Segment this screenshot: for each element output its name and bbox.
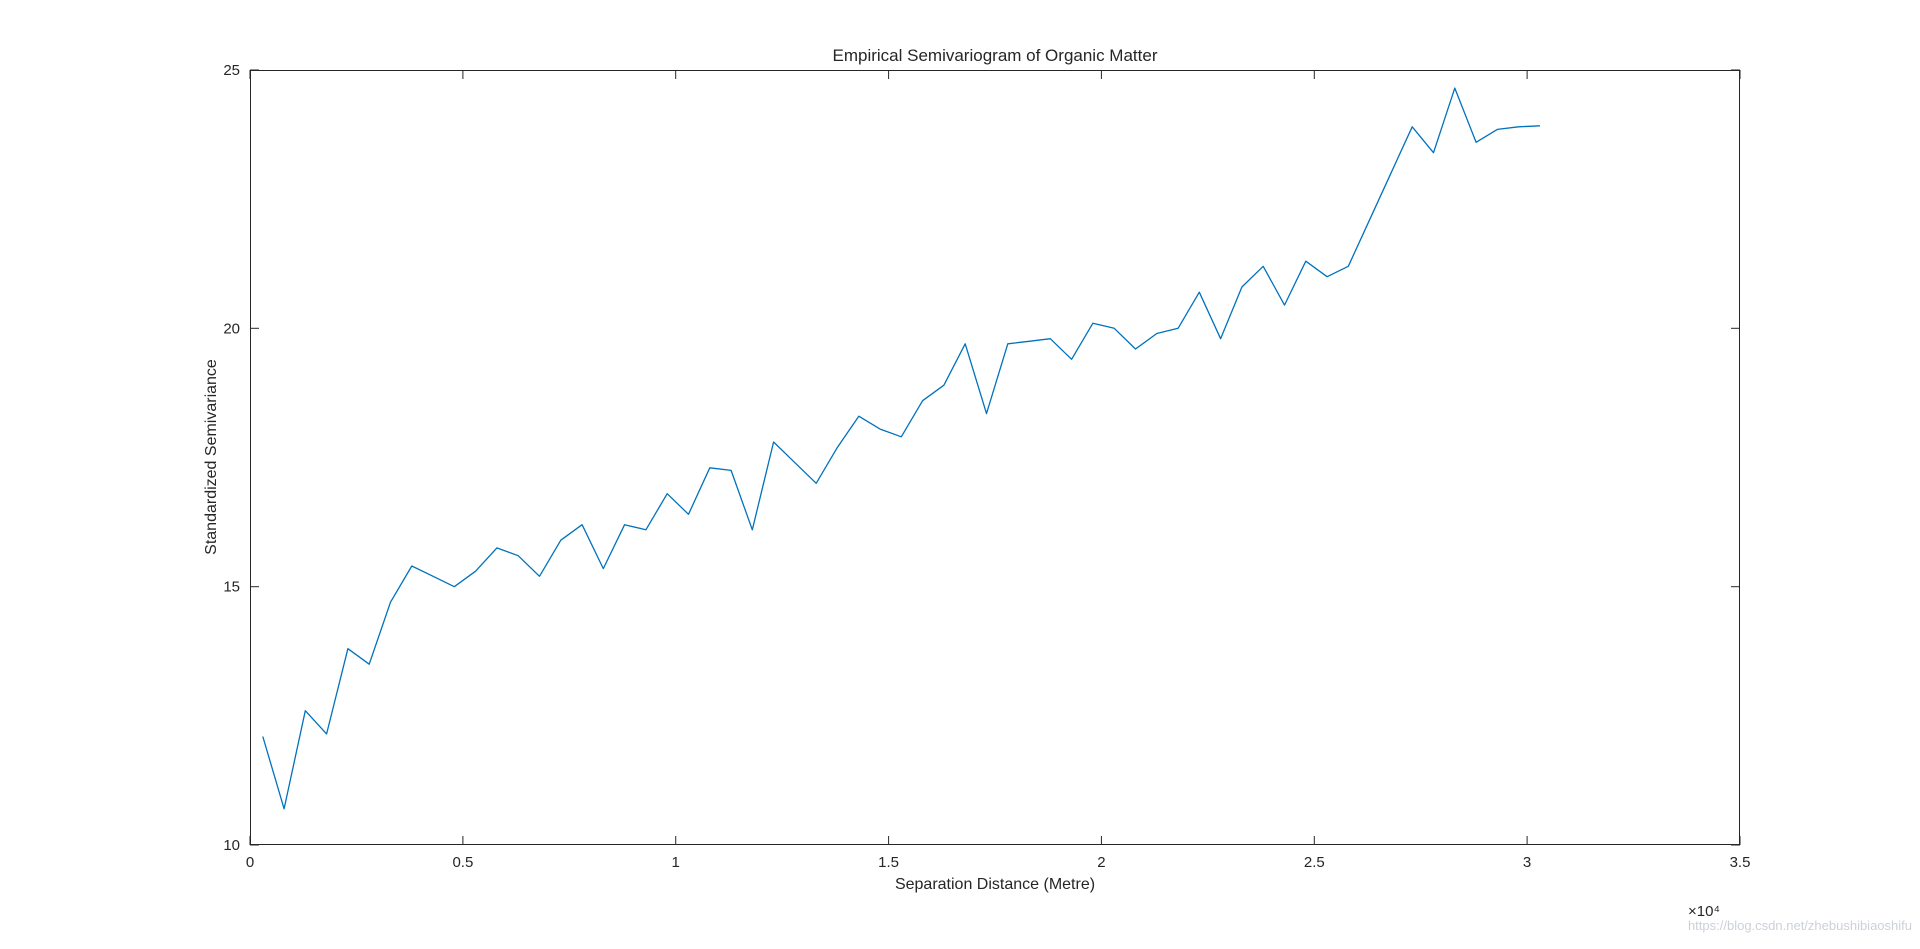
semivariogram-plot-area: 0 0.5 1 1.5 2 2.5 3 3.5 10 15 20 25: [223, 62, 1750, 871]
svg-text:20: 20: [223, 320, 240, 337]
svg-text:3: 3: [1523, 854, 1531, 871]
chart-title: Empirical Semivariogram of Organic Matte…: [832, 46, 1158, 65]
svg-text:0: 0: [246, 854, 254, 871]
svg-text:0.5: 0.5: [452, 854, 473, 871]
x-axis-exponent-multiplier: ×10⁴: [1688, 903, 1720, 920]
y-axis-label: Standardized Semivariance: [203, 359, 220, 555]
svg-text:2: 2: [1097, 854, 1105, 871]
svg-text:1: 1: [672, 854, 680, 871]
semivariogram-line: [262, 87, 1540, 810]
svg-text:10: 10: [223, 837, 240, 854]
x-axis-label: Separation Distance (Metre): [894, 876, 1096, 893]
watermark-url: https://blog.csdn.net/zhebushibiaoshifu: [1687, 918, 1912, 933]
svg-text:25: 25: [223, 62, 240, 79]
svg-text:15: 15: [223, 579, 240, 596]
svg-text:1.5: 1.5: [878, 854, 899, 871]
svg-text:2.5: 2.5: [1304, 854, 1325, 871]
svg-text:3.5: 3.5: [1730, 854, 1751, 871]
